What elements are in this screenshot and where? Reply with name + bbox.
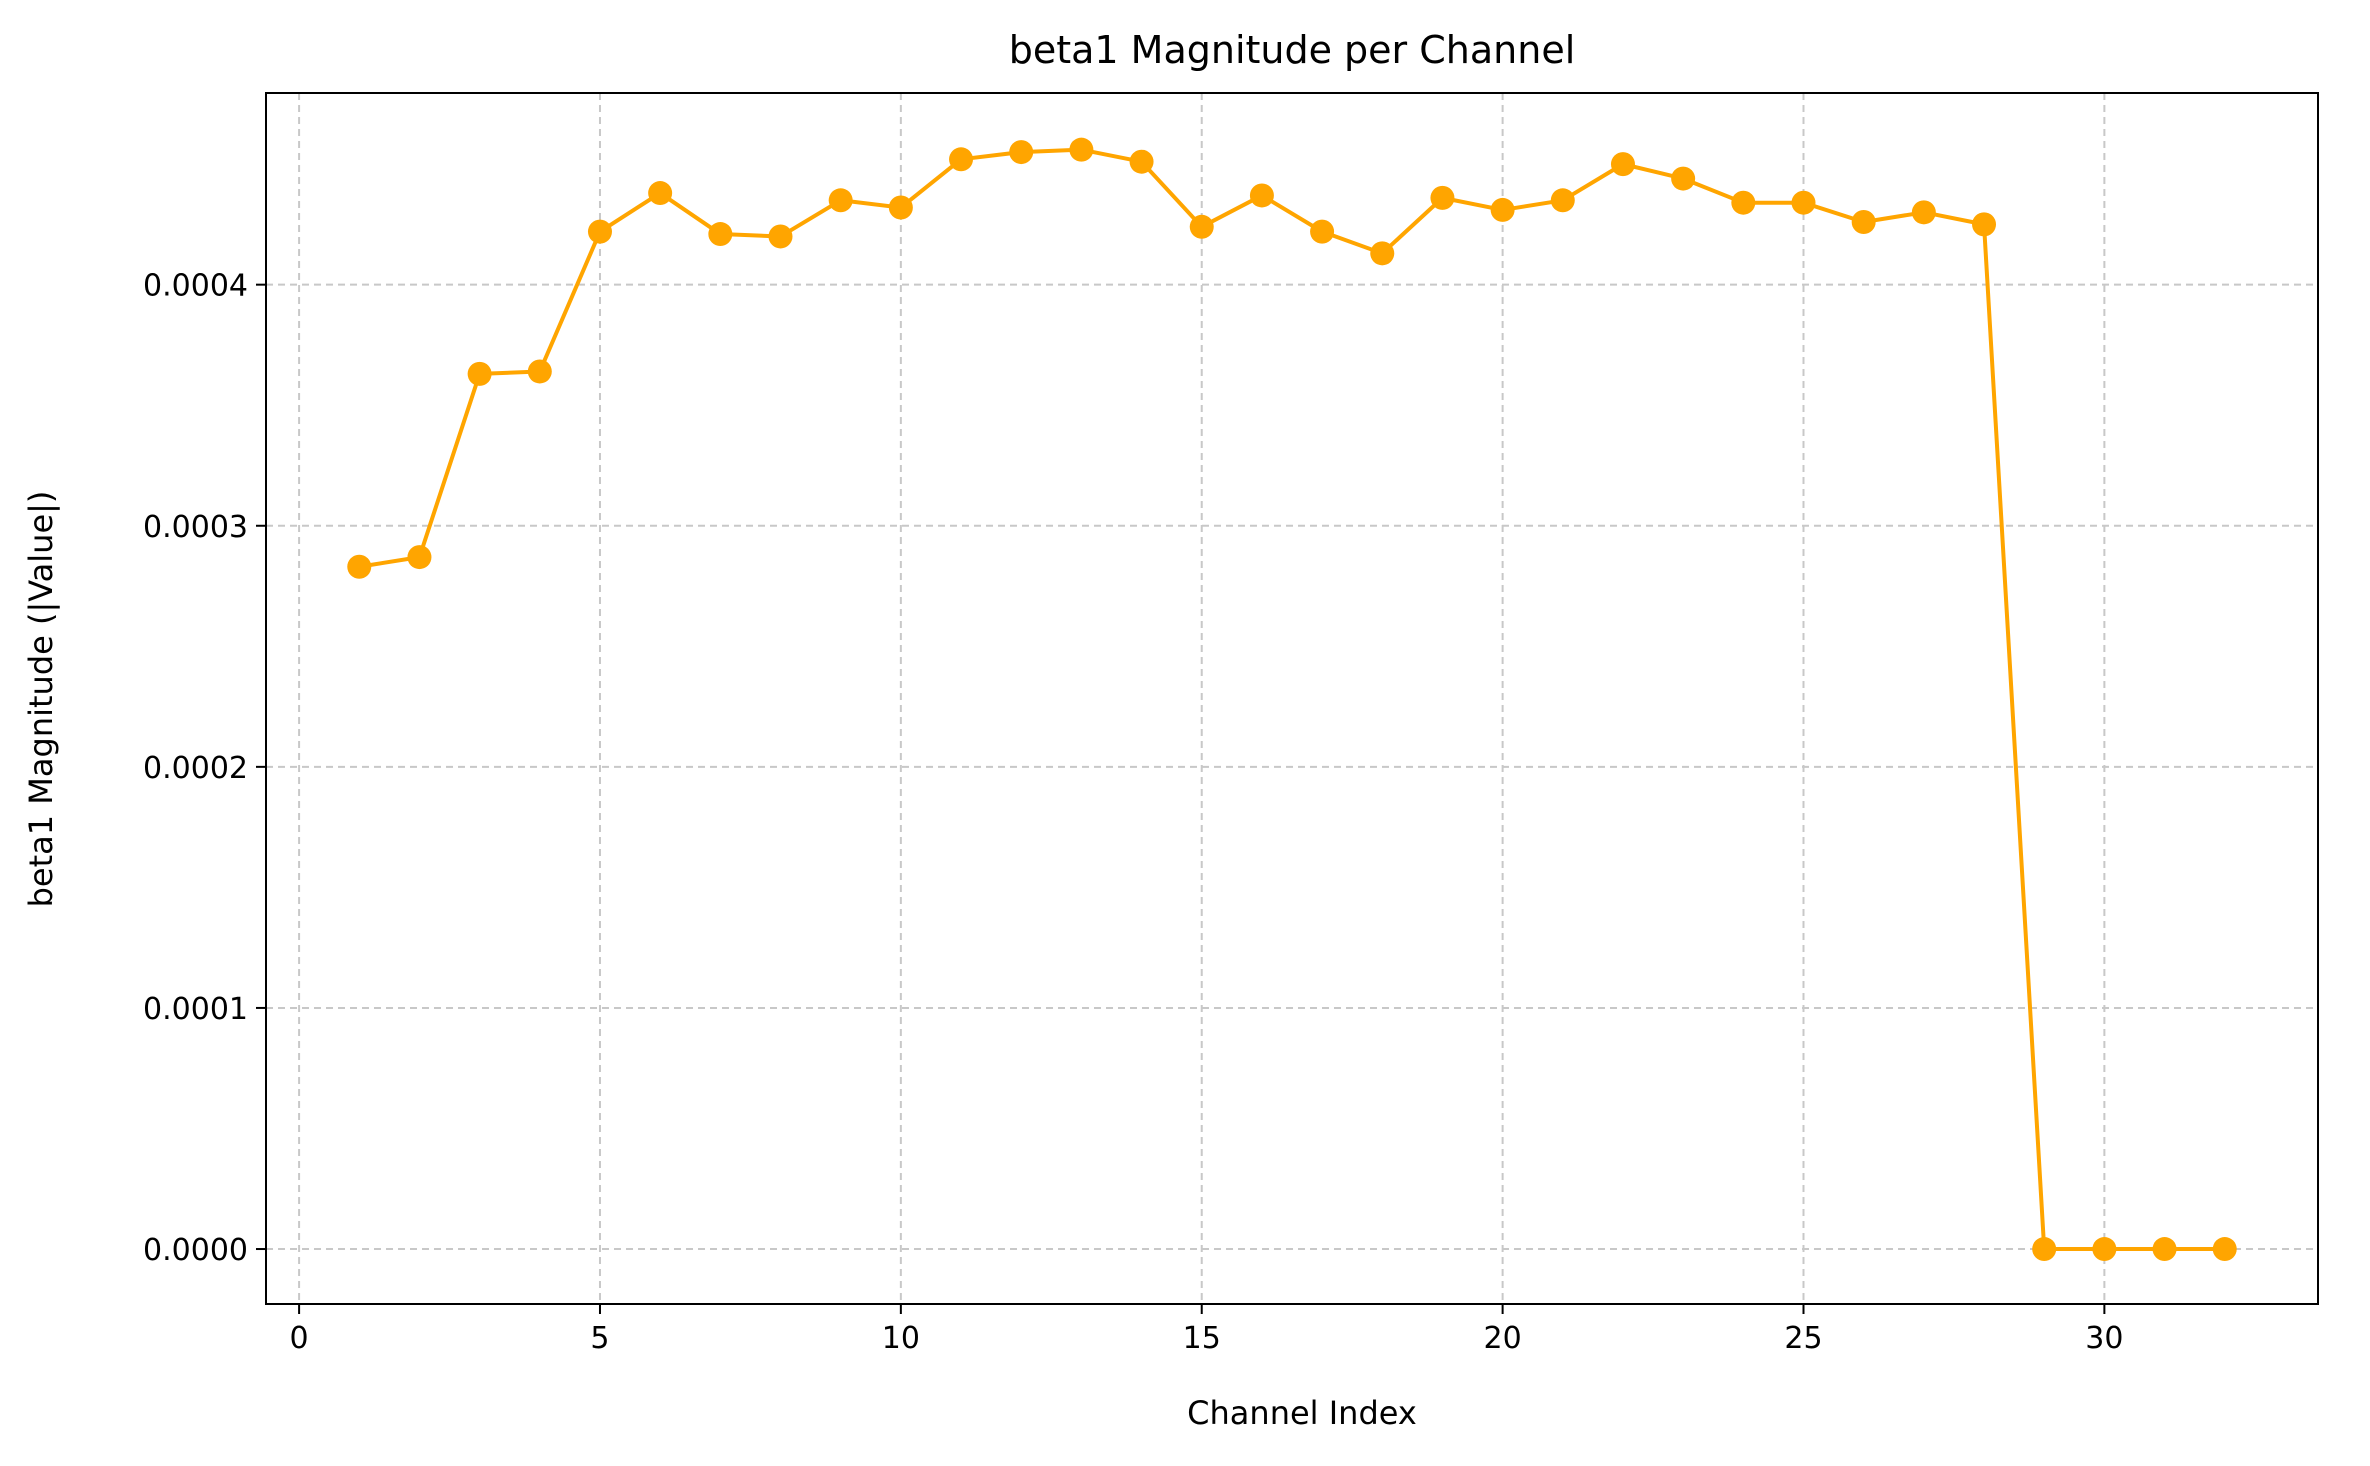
data-point [2092, 1237, 2117, 1262]
x-tick-label: 0 [290, 1321, 309, 1356]
grid [266, 93, 2318, 1304]
data-point [467, 361, 492, 386]
data-point [1430, 185, 1455, 210]
data-point [1731, 190, 1756, 215]
data-point [1671, 166, 1696, 191]
data-point [407, 545, 432, 570]
data-point [347, 554, 372, 579]
chart-title: beta1 Magnitude per Channel [1009, 28, 1576, 72]
plot-area [265, 92, 2319, 1305]
y-tick-label: 0.0004 [143, 269, 248, 304]
data-point [1069, 137, 1094, 162]
x-tick-label: 30 [2085, 1321, 2123, 1356]
data-point [1851, 209, 1876, 234]
data-point [1791, 190, 1816, 215]
data-point [1129, 149, 1154, 174]
series-layer [347, 137, 2237, 1262]
y-tick-label: 0.0003 [143, 510, 248, 545]
data-point [2152, 1237, 2177, 1262]
y-tick-label: 0.0000 [143, 1233, 248, 1268]
data-point [768, 224, 793, 249]
data-point [527, 359, 552, 384]
data-point [1009, 140, 1034, 165]
y-axis: 0.0000 0.0001 0.0002 0.0003 0.0004 [143, 269, 266, 1268]
x-axis-label: Channel Index [1187, 1394, 1417, 1432]
data-point [1490, 197, 1515, 222]
data-point [828, 188, 853, 213]
data-point [1370, 241, 1395, 266]
data-point [708, 222, 733, 247]
data-point [1310, 219, 1335, 244]
data-point [2032, 1237, 2057, 1262]
y-tick-label: 0.0002 [143, 751, 248, 786]
data-point [1550, 188, 1575, 213]
y-tick-label: 0.0001 [143, 992, 248, 1027]
data-point [1610, 152, 1635, 177]
data-point [2212, 1237, 2237, 1262]
data-point [1189, 214, 1214, 239]
plot-background [266, 93, 2318, 1304]
x-tick-label: 20 [1484, 1321, 1522, 1356]
x-tick-label: 5 [590, 1321, 609, 1356]
data-point [888, 195, 913, 220]
data-point [1249, 183, 1274, 208]
x-tick-label: 15 [1183, 1321, 1221, 1356]
data-point [587, 219, 612, 244]
data-point [949, 147, 974, 172]
x-axis: 0 5 10 15 20 25 30 [290, 1304, 2123, 1356]
plot-frame [265, 92, 2319, 1305]
x-tick-label: 25 [1784, 1321, 1822, 1356]
data-point [648, 181, 673, 206]
x-tick-label: 10 [882, 1321, 920, 1356]
data-point [1972, 212, 1997, 237]
data-point [1911, 200, 1936, 225]
y-axis-label: beta1 Magnitude (|Value|) [22, 491, 60, 908]
